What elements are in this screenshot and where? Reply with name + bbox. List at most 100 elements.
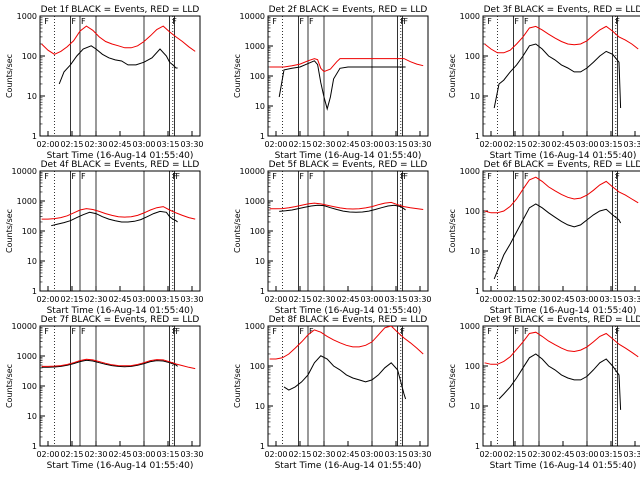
x-tick-label: 02:30 xyxy=(312,140,335,149)
x-tick-label: 02:30 xyxy=(312,450,335,459)
x-tick-label: 03:30 xyxy=(408,450,431,459)
x-tick-label: 03:15 xyxy=(599,140,622,149)
y-axis-label: Counts/sec xyxy=(233,364,242,408)
events-series-line xyxy=(493,43,622,109)
y-tick-label: 1000 xyxy=(17,12,37,21)
x-axis-label: Start Time (16-Aug-14 01:55:40) xyxy=(490,151,637,161)
detector-chart-2: Det 2f BLACK = Events, RED = LLD 1 10 100 10… xyxy=(233,5,432,161)
x-tick-label: 03:00 xyxy=(132,450,155,459)
x-tick-label: 02:15 xyxy=(60,295,83,304)
x-tick-label: 02:30 xyxy=(527,295,550,304)
y-axis-label: Counts/sec xyxy=(448,209,457,253)
y-tick-label: 10 xyxy=(27,412,37,421)
x-tick-label: 03:15 xyxy=(156,295,179,304)
chart-title: Det 7f BLACK = Events, RED = LLD xyxy=(41,315,200,325)
x-tick-label: 02:00 xyxy=(479,295,502,304)
x-axis-label: Start Time (16-Aug-14 01:55:40) xyxy=(275,306,422,316)
y-tick-label: 1000 xyxy=(245,197,265,206)
lld-series-line xyxy=(269,201,424,210)
x-tick-label: 03:15 xyxy=(599,295,622,304)
x-axis-label: Start Time (16-Aug-14 01:55:40) xyxy=(275,151,422,161)
flag-marker: F xyxy=(524,17,529,26)
y-tick-label: 1 xyxy=(475,132,480,141)
flag-marker: F xyxy=(81,327,86,336)
flag-marker: F xyxy=(299,17,304,26)
x-tick-label: 02:30 xyxy=(527,450,550,459)
chart-title: Det 5f BLACK = Events, RED = LLD xyxy=(269,160,428,170)
plot-frame xyxy=(39,15,201,137)
flag-marker: F xyxy=(524,172,529,181)
y-tick-label: 100 xyxy=(22,382,37,391)
y-tick-label: 1 xyxy=(475,287,480,296)
x-tick-label: 02:45 xyxy=(336,450,359,459)
detector-chart-1: Det 1f BLACK = Events, RED = LLD 1 10 100 10… xyxy=(5,5,204,161)
x-tick-label: 03:30 xyxy=(623,450,640,459)
flag-marker: F xyxy=(44,172,49,181)
x-axis-label: Start Time (16-Aug-14 01:55:40) xyxy=(275,461,422,471)
y-tick-label: 100 xyxy=(22,227,37,236)
flag-marker: F xyxy=(44,327,49,336)
x-tick-label: 03:00 xyxy=(360,295,383,304)
flag-marker: F xyxy=(175,172,180,181)
y-axis-label: Counts/sec xyxy=(448,364,457,408)
x-tick-label: 02:15 xyxy=(503,295,526,304)
flag-marker: F xyxy=(514,17,519,26)
x-tick-label: 02:15 xyxy=(503,140,526,149)
x-tick-label: 02:00 xyxy=(264,450,287,459)
x-tick-label: 03:00 xyxy=(360,450,383,459)
flag-marker: F xyxy=(400,172,405,181)
y-tick-label: 100 xyxy=(465,207,480,216)
y-tick-label: 1 xyxy=(260,132,265,141)
flag-marker: F xyxy=(175,327,180,336)
x-tick-label: 02:15 xyxy=(288,450,311,459)
lld-series-line xyxy=(41,25,196,55)
detector-chart-7: Det 7f BLACK = Events, RED = LLD 1 10 100 10… xyxy=(5,315,204,471)
x-tick-label: 03:30 xyxy=(623,140,640,149)
x-tick-label: 02:15 xyxy=(288,140,311,149)
flag-marker: F xyxy=(487,327,492,336)
y-tick-label: 10 xyxy=(470,402,480,411)
events-series-line xyxy=(58,45,178,85)
x-tick-label: 02:45 xyxy=(551,295,574,304)
y-axis-label: Counts/sec xyxy=(233,209,242,253)
x-tick-label: 02:15 xyxy=(60,140,83,149)
chart-title: Det 2f BLACK = Events, RED = LLD xyxy=(269,5,428,15)
x-tick-label: 03:15 xyxy=(384,295,407,304)
x-tick-label: 03:15 xyxy=(156,140,179,149)
plot-frame xyxy=(39,170,201,292)
detector-chart-6: Det 6f BLACK = Events, RED = LLD 1 10 100 10… xyxy=(448,160,640,316)
flag-marker: F xyxy=(514,172,519,181)
y-axis-label: Counts/sec xyxy=(233,54,242,98)
y-tick-label: 1 xyxy=(260,287,265,296)
y-tick-label: 1000 xyxy=(17,197,37,206)
chart-title: Det 8f BLACK = Events, RED = LLD xyxy=(269,315,428,325)
y-tick-label: 100 xyxy=(250,227,265,236)
x-axis-label: Start Time (16-Aug-14 01:55:40) xyxy=(47,461,194,471)
y-tick-label: 10 xyxy=(255,257,265,266)
x-tick-label: 02:30 xyxy=(84,295,107,304)
flag-marker: F xyxy=(309,327,314,336)
flag-marker: F xyxy=(514,327,519,336)
x-tick-label: 02:00 xyxy=(264,140,287,149)
x-tick-label: 03:30 xyxy=(180,140,203,149)
plot-frame xyxy=(267,325,429,447)
x-tick-label: 02:45 xyxy=(108,140,131,149)
x-tick-label: 02:15 xyxy=(288,295,311,304)
x-tick-label: 03:00 xyxy=(360,140,383,149)
events-series-line xyxy=(41,359,178,368)
y-tick-label: 100 xyxy=(250,72,265,81)
x-tick-label: 02:30 xyxy=(84,450,107,459)
events-series-line xyxy=(283,355,407,400)
x-tick-label: 03:00 xyxy=(575,295,598,304)
x-tick-label: 03:00 xyxy=(575,450,598,459)
x-tick-label: 03:30 xyxy=(623,295,640,304)
chart-title: Det 6f BLACK = Events, RED = LLD xyxy=(484,160,640,170)
events-series-line xyxy=(498,353,622,410)
y-tick-label: 100 xyxy=(22,52,37,61)
y-tick-label: 1000 xyxy=(245,42,265,51)
lld-series-line xyxy=(41,206,196,220)
x-tick-label: 03:30 xyxy=(180,295,203,304)
y-tick-label: 10 xyxy=(470,92,480,101)
y-tick-label: 1 xyxy=(32,287,37,296)
